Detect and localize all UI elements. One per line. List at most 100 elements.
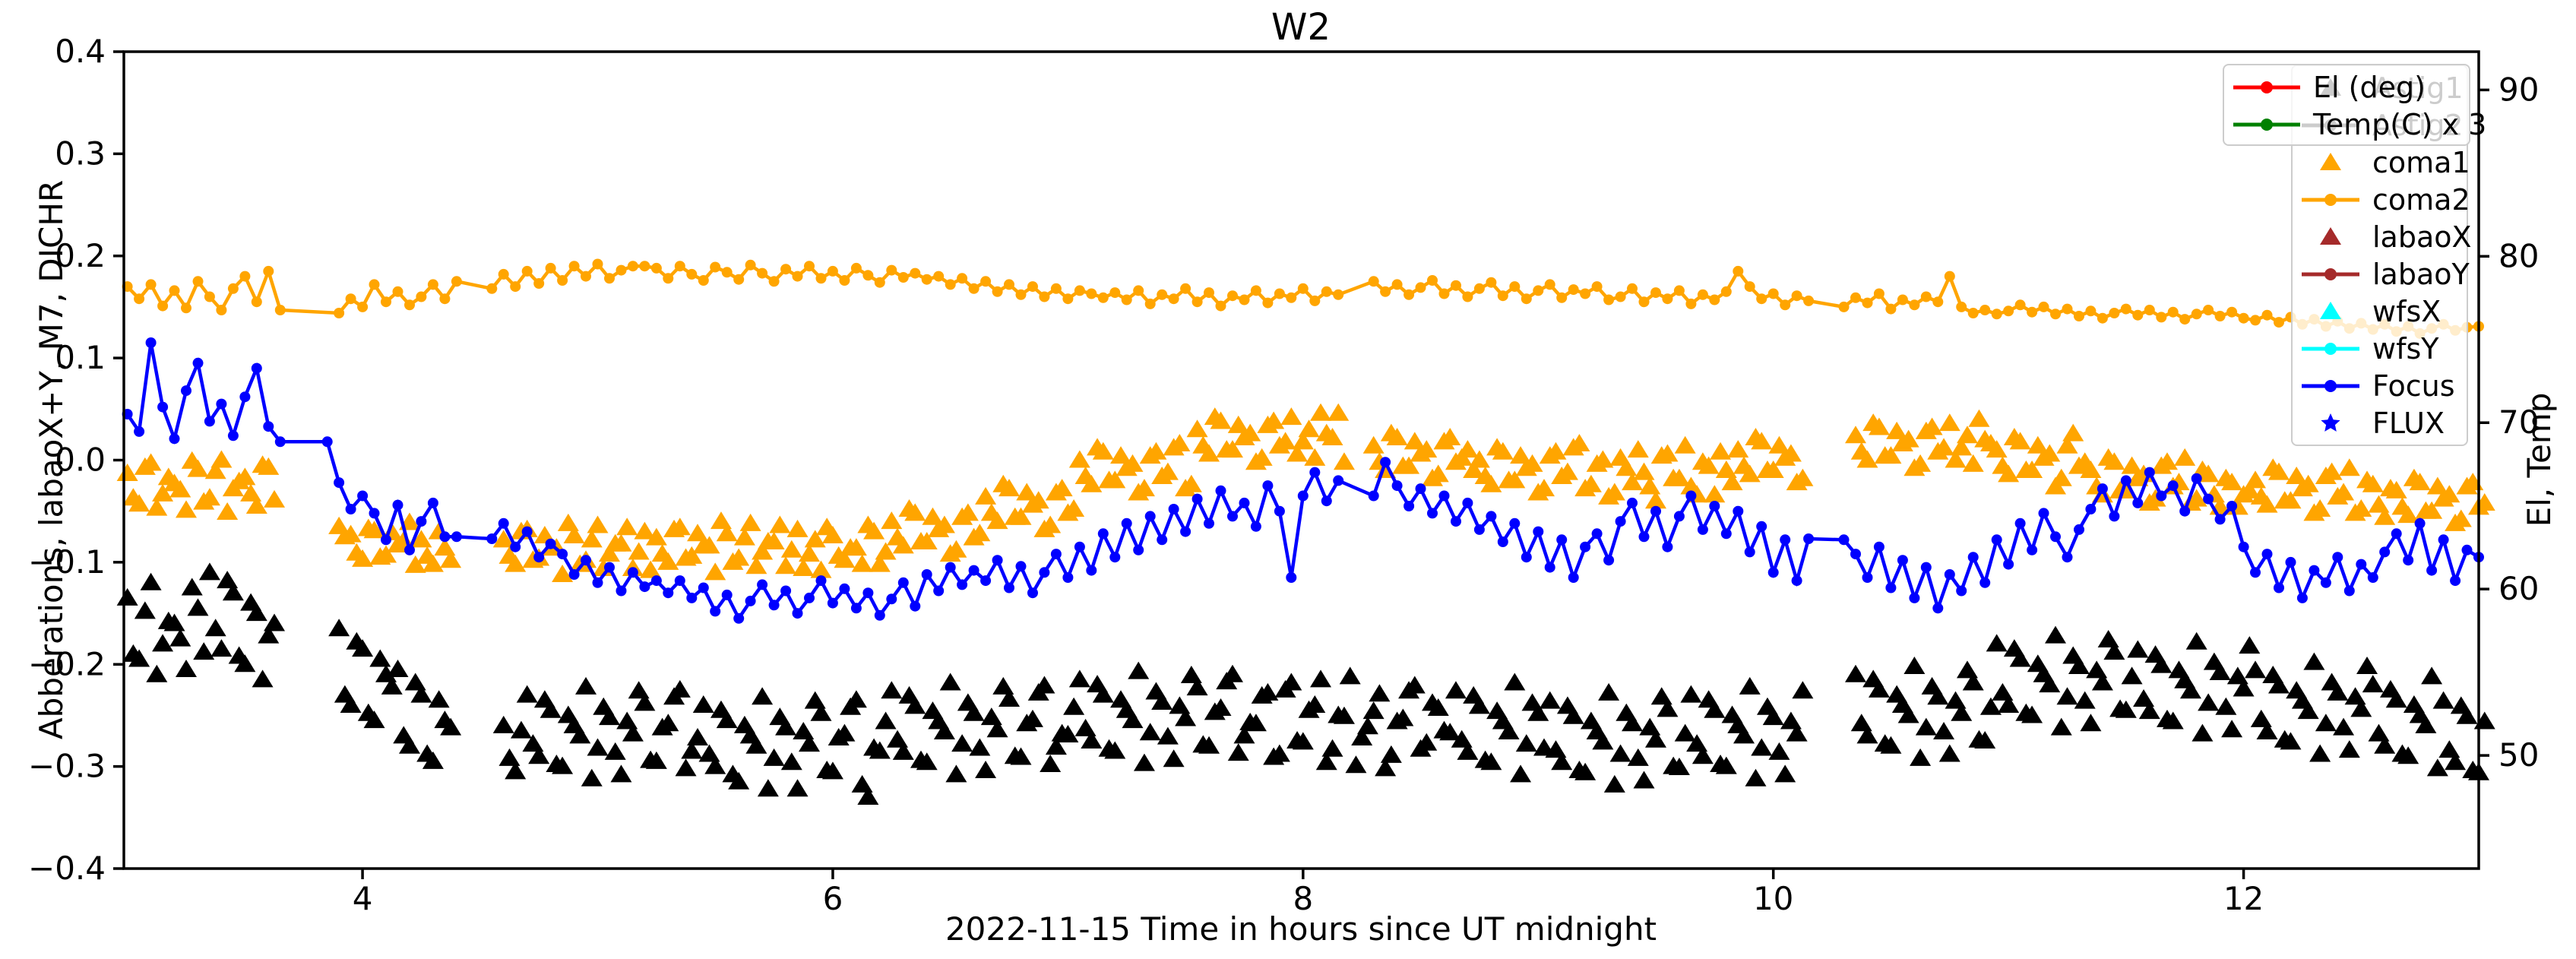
point-coma2	[204, 291, 215, 302]
point-Focus	[2003, 559, 2014, 570]
y-axis-label-right: El, Temp	[2521, 393, 2558, 527]
point-coma2	[768, 276, 780, 287]
point-Focus	[334, 477, 345, 489]
point-coma2	[1733, 265, 1744, 277]
point-coma2	[1803, 295, 1815, 306]
y-tick-label-right: 80	[2498, 237, 2539, 274]
y-tick-label-left: −0.2	[28, 645, 106, 682]
x-tick-label: 6	[823, 880, 843, 917]
point-Focus	[1321, 495, 1332, 507]
legend-label: Focus	[2372, 369, 2455, 403]
point-coma2	[1862, 297, 1873, 309]
point-Focus	[1438, 490, 1450, 502]
point-Focus	[1144, 511, 1156, 522]
point-coma2	[1262, 297, 1274, 309]
point-coma2	[2179, 314, 2191, 325]
point-Focus	[2285, 556, 2296, 568]
point-coma2	[510, 281, 521, 293]
point-Focus	[839, 583, 850, 594]
point-coma2	[2144, 305, 2155, 315]
point-Focus	[2391, 528, 2402, 540]
point-Focus	[1756, 521, 1767, 532]
point-Focus	[639, 581, 650, 593]
legend-item-coma1: coma1	[2293, 144, 2470, 181]
point-coma2	[839, 275, 850, 286]
point-coma2	[1204, 287, 1214, 299]
point-coma2	[1451, 280, 1461, 291]
y-tick-label-right: 60	[2498, 570, 2539, 607]
y-tick-label-left: 0.2	[55, 237, 106, 274]
point-coma2	[1780, 299, 1791, 311]
point-Focus	[1767, 567, 1779, 578]
point-coma2	[1791, 290, 1802, 302]
point-coma2	[1404, 289, 1415, 300]
point-coma2	[1497, 290, 1508, 302]
point-Focus	[886, 593, 897, 605]
point-Focus	[274, 436, 286, 448]
point-coma2	[1956, 301, 1967, 312]
point-Focus	[1109, 552, 1121, 563]
point-coma2	[1850, 292, 1861, 303]
point-coma2	[2120, 303, 2131, 315]
y-tick-label-left: −0.3	[28, 748, 106, 785]
point-Focus	[1262, 480, 1274, 492]
point-Focus	[1191, 493, 1203, 505]
point-coma2	[1932, 296, 1944, 308]
point-Focus	[945, 562, 956, 573]
y-tick-label-left: 0.3	[55, 135, 106, 172]
point-Focus	[910, 600, 921, 612]
point-coma2	[192, 276, 204, 287]
point-coma2	[1015, 289, 1027, 300]
point-Focus	[1885, 582, 1897, 593]
legend-item-coma2: coma2	[2293, 181, 2470, 218]
legend-el-temp: El (deg) Temp(C) x 3	[2223, 64, 2486, 146]
point-coma2	[1074, 285, 1085, 296]
point-Focus	[357, 490, 369, 502]
legend-label: wfsX	[2372, 294, 2442, 328]
point-coma2	[933, 271, 945, 282]
point-Focus	[2144, 467, 2155, 478]
point-Focus	[1944, 569, 1955, 580]
point-coma2	[592, 258, 603, 270]
point-Focus	[1215, 485, 1226, 496]
point-Focus	[134, 426, 145, 437]
point-coma2	[369, 279, 380, 290]
point-Focus	[1380, 457, 1391, 468]
point-Focus	[145, 337, 157, 348]
point-coma2	[568, 261, 580, 272]
point-coma2	[1709, 294, 1720, 305]
y-tick-label-left: −0.1	[28, 543, 106, 581]
point-coma2	[1756, 293, 1767, 305]
point-Focus	[451, 531, 462, 543]
point-coma2	[1544, 279, 1555, 290]
point-coma2	[521, 265, 533, 277]
point-coma2	[1427, 275, 1438, 286]
point-Focus	[1991, 534, 2002, 546]
point-coma2	[2203, 305, 2214, 315]
point-Focus	[815, 575, 827, 587]
y-axis-label-left: Abberations, labaoX+Y, M7, DICHR	[33, 180, 70, 739]
point-Focus	[1650, 505, 1661, 517]
point-Focus	[1462, 497, 1473, 508]
point-Focus	[321, 436, 333, 448]
point-coma2	[627, 261, 638, 272]
point-coma2	[1133, 285, 1144, 296]
point-coma2	[1944, 271, 1955, 282]
point-coma2	[1039, 291, 1050, 302]
point-Focus	[2309, 565, 2320, 576]
point-Focus	[1486, 511, 1497, 522]
series-coma2	[122, 258, 2484, 339]
point-coma2	[1380, 286, 1391, 297]
point-Focus	[1521, 552, 1532, 563]
point-Focus	[157, 401, 169, 413]
point-Focus	[1074, 541, 1085, 552]
point-coma2	[698, 275, 709, 286]
point-Focus	[1286, 572, 1297, 583]
point-coma2	[1309, 295, 1321, 306]
point-Focus	[1909, 592, 1920, 603]
point-coma2	[674, 261, 685, 272]
point-Focus	[427, 497, 438, 508]
point-coma2	[1368, 276, 1379, 287]
